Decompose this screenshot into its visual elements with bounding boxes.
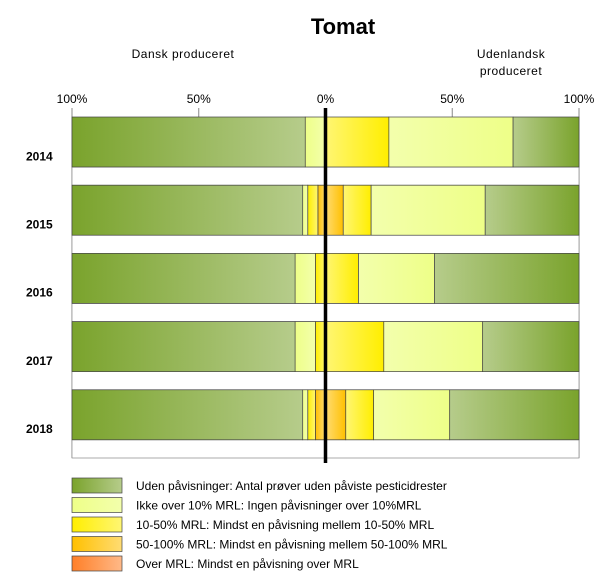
bar-segment [307,184,319,236]
bar-segment [307,389,316,441]
right-label: Udenlandsk produceret [476,47,546,78]
bar-segment [304,116,326,168]
legend-label: 50-100% MRL: Mindst en påvisning mellem … [136,538,448,552]
y-tick-label: 2014 [26,149,53,163]
legend-label: Uden påvisninger: Antal prøver uden påvi… [136,479,447,493]
bar-segment [294,321,316,372]
bar-segment [302,389,309,441]
bar-segment [482,321,580,372]
x-tick-label: 50% [187,92,211,106]
bar-segment [388,116,514,168]
bar-segment [71,116,306,168]
bar-segment [358,253,435,304]
legend-swatch [71,497,123,513]
bar-segment [342,184,372,236]
bar-segment [71,184,304,236]
bar-segment [302,184,309,236]
legend-label: 10-50% MRL: Mindst en påvisning mellem 1… [136,518,434,532]
chart-title: Tomat [311,14,376,39]
y-tick-label: 2017 [26,354,53,368]
bar-segment [484,184,580,236]
bar-segment [325,253,359,304]
bar-segment [345,389,375,441]
bar-segment [512,116,580,168]
bar-segment [449,389,580,441]
x-tick-label: 100% [564,92,595,106]
bar-segment [325,389,347,441]
legend-swatch [71,477,123,494]
x-tick-label: 0% [317,92,335,106]
bar-segment [71,253,296,304]
bar-segment [370,184,486,236]
bar-segment [71,321,296,372]
bar-segment [325,321,385,372]
legend-label: Over MRL: Mindst en påvisning over MRL [136,557,359,571]
left-label: Dansk produceret [131,47,235,61]
y-tick-label: 2015 [26,217,53,231]
legend-swatch [71,555,123,572]
legend-label: Ikke over 10% MRL: Ingen påvisninger ove… [136,499,422,513]
legend-swatch [71,536,123,552]
bar-segment [383,321,484,372]
bar-segment [325,184,344,236]
bar-segment [325,116,390,168]
y-tick-label: 2016 [26,286,53,300]
legend-swatch [71,516,123,533]
x-tick-label: 100% [57,92,88,106]
bar-segment [373,389,451,441]
y-tick-label: 2018 [26,422,53,436]
bar-segment [71,389,304,441]
bar-segment [294,253,316,304]
x-tick-label: 50% [440,92,464,106]
bar-segment [434,253,580,304]
